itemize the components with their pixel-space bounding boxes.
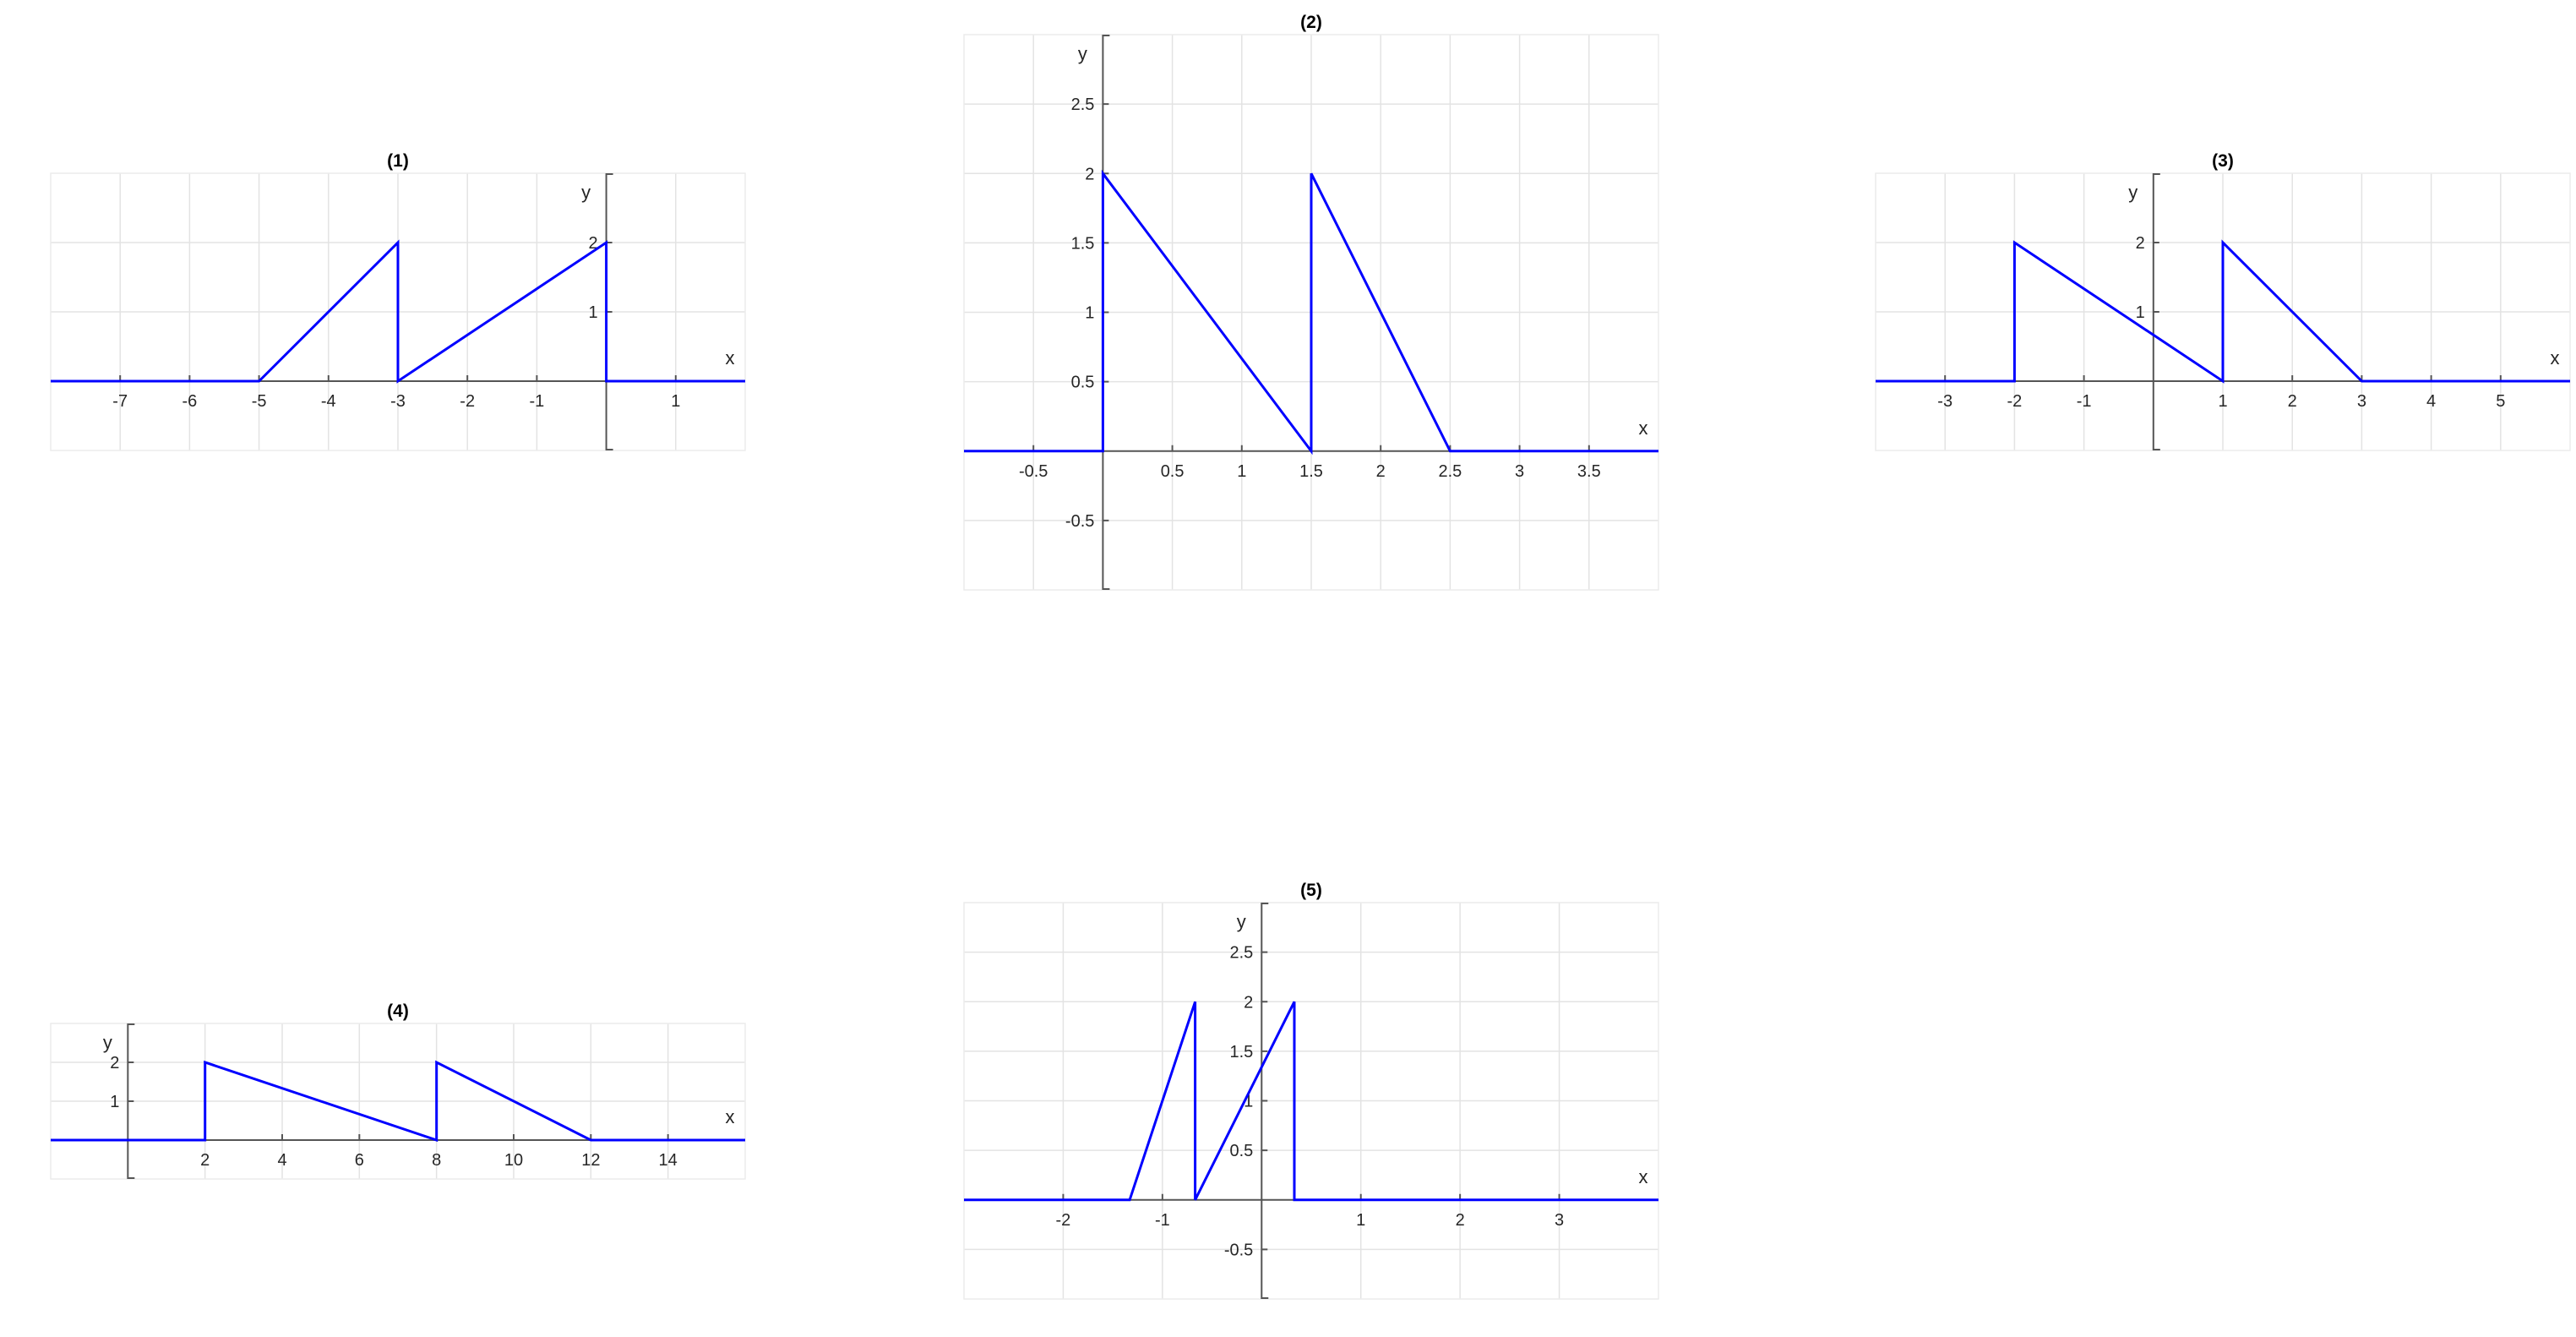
x-tick-label: 4 bbox=[277, 1151, 286, 1170]
y-tick-label: 2.5 bbox=[1229, 944, 1253, 963]
x-tick-label: 3 bbox=[2357, 392, 2366, 411]
x-tick-label: 2.5 bbox=[1438, 462, 1462, 481]
plot-box bbox=[963, 34, 1659, 591]
chart-panel-2: -0.5 0.5 1 1.5 2 2.5 3 3.5 -0.5 0.5 1 1.5 2 2.5 x y (2) bbox=[963, 13, 1659, 591]
y-tick-label: 1.5 bbox=[1229, 1043, 1253, 1061]
x-tick-label: -2 bbox=[460, 392, 475, 411]
plot-box bbox=[963, 902, 1659, 1300]
chart-title: (3) bbox=[2212, 151, 2234, 171]
y-tick-label: 2 bbox=[110, 1054, 119, 1072]
x-tick-label: -4 bbox=[321, 392, 336, 411]
y-tick-label: 2 bbox=[1244, 993, 1253, 1012]
x-axis-label: x bbox=[726, 347, 735, 368]
x-tick-label: -5 bbox=[252, 392, 267, 411]
plot-box bbox=[50, 172, 746, 451]
y-tick-label: -0.5 bbox=[1065, 512, 1094, 531]
y-tick-label: 1 bbox=[1244, 1093, 1253, 1111]
y-tick-label: -0.5 bbox=[1224, 1241, 1253, 1259]
x-tick-label: 8 bbox=[432, 1151, 441, 1170]
chart-panel-5: -2 -1 1 2 3 -0.5 0.5 1 1.5 2 2.5 x y (5) bbox=[963, 881, 1659, 1300]
x-tick-label: 1 bbox=[1237, 462, 1246, 481]
y-tick-label: 2.5 bbox=[1071, 96, 1095, 114]
x-tick-label: 3 bbox=[1515, 462, 1524, 481]
series-line-1 bbox=[51, 1060, 745, 1143]
x-axis-label: x bbox=[1639, 417, 1648, 439]
x-tick-label: -3 bbox=[1937, 392, 1952, 411]
x-axis-label: x bbox=[726, 1106, 735, 1127]
x-tick-label: 1.5 bbox=[1299, 462, 1323, 481]
x-tick-label: 3.5 bbox=[1577, 462, 1601, 481]
chart-panel-1: -7 -6 -5 -4 -3 -2 -1 1 1 2 x y (1) bbox=[50, 151, 746, 451]
x-tick-label: -2 bbox=[1056, 1211, 1071, 1230]
plot-box bbox=[50, 1023, 746, 1180]
x-tick-label: 2 bbox=[1456, 1211, 1465, 1230]
x-tick-label: 2 bbox=[1376, 462, 1386, 481]
y-tick-label: 1 bbox=[1085, 304, 1094, 323]
series-line-1 bbox=[964, 1001, 1658, 1202]
y-tick-label: 0.5 bbox=[1229, 1142, 1253, 1160]
plot-box bbox=[1875, 172, 2571, 451]
y-tick-label: 2 bbox=[2136, 234, 2145, 253]
series-line-1 bbox=[1876, 239, 2570, 384]
chart-panel-3: -3 -2 -1 1 2 3 4 5 1 2 x y (3) bbox=[1875, 151, 2571, 451]
y-tick-label: 1.5 bbox=[1071, 234, 1095, 253]
y-axis-label: y bbox=[103, 1032, 112, 1053]
y-axis-label: y bbox=[2128, 182, 2138, 203]
y-axis-label: y bbox=[581, 182, 591, 203]
chart-title: (4) bbox=[387, 1001, 409, 1021]
series-line-1 bbox=[964, 169, 1658, 456]
x-tick-label: -1 bbox=[530, 392, 545, 411]
x-tick-label: 1 bbox=[2218, 392, 2227, 411]
x-tick-label: 4 bbox=[2426, 392, 2436, 411]
y-tick-label: 2 bbox=[1085, 165, 1094, 183]
x-tick-label: -7 bbox=[112, 392, 128, 411]
y-tick-label: 1 bbox=[2136, 303, 2145, 322]
y-tick-label: 1 bbox=[588, 303, 597, 322]
x-axis-label: x bbox=[1639, 1166, 1648, 1187]
x-tick-label: -1 bbox=[1155, 1211, 1170, 1230]
chart-title: (2) bbox=[1300, 13, 1322, 32]
x-axis-label: x bbox=[2551, 347, 2560, 368]
series-line-1 bbox=[51, 239, 745, 384]
x-tick-label: 10 bbox=[504, 1151, 523, 1170]
y-axis-label: y bbox=[1237, 911, 1246, 932]
x-tick-label: 2 bbox=[2288, 392, 2297, 411]
y-tick-label: 1 bbox=[110, 1093, 119, 1111]
x-tick-label: 0.5 bbox=[1161, 462, 1185, 481]
x-tick-label: 3 bbox=[1555, 1211, 1564, 1230]
x-tick-label: -1 bbox=[2077, 392, 2092, 411]
x-tick-label: 5 bbox=[2496, 392, 2505, 411]
y-axis-label: y bbox=[1078, 43, 1087, 64]
x-tick-label: -3 bbox=[390, 392, 406, 411]
chart-title: (1) bbox=[387, 151, 409, 171]
x-tick-label: 2 bbox=[200, 1151, 210, 1170]
x-tick-label: 14 bbox=[659, 1151, 678, 1170]
y-tick-label: 2 bbox=[588, 234, 597, 253]
x-tick-label: -2 bbox=[2007, 392, 2023, 411]
x-tick-label: 1 bbox=[671, 392, 680, 411]
x-tick-label: -6 bbox=[182, 392, 198, 411]
x-tick-label: 12 bbox=[581, 1151, 600, 1170]
x-tick-label: -0.5 bbox=[1019, 462, 1048, 481]
x-tick-label: 1 bbox=[1356, 1211, 1365, 1230]
chart-title: (5) bbox=[1300, 881, 1322, 900]
x-tick-label: 6 bbox=[355, 1151, 364, 1170]
y-tick-label: 0.5 bbox=[1071, 374, 1095, 392]
